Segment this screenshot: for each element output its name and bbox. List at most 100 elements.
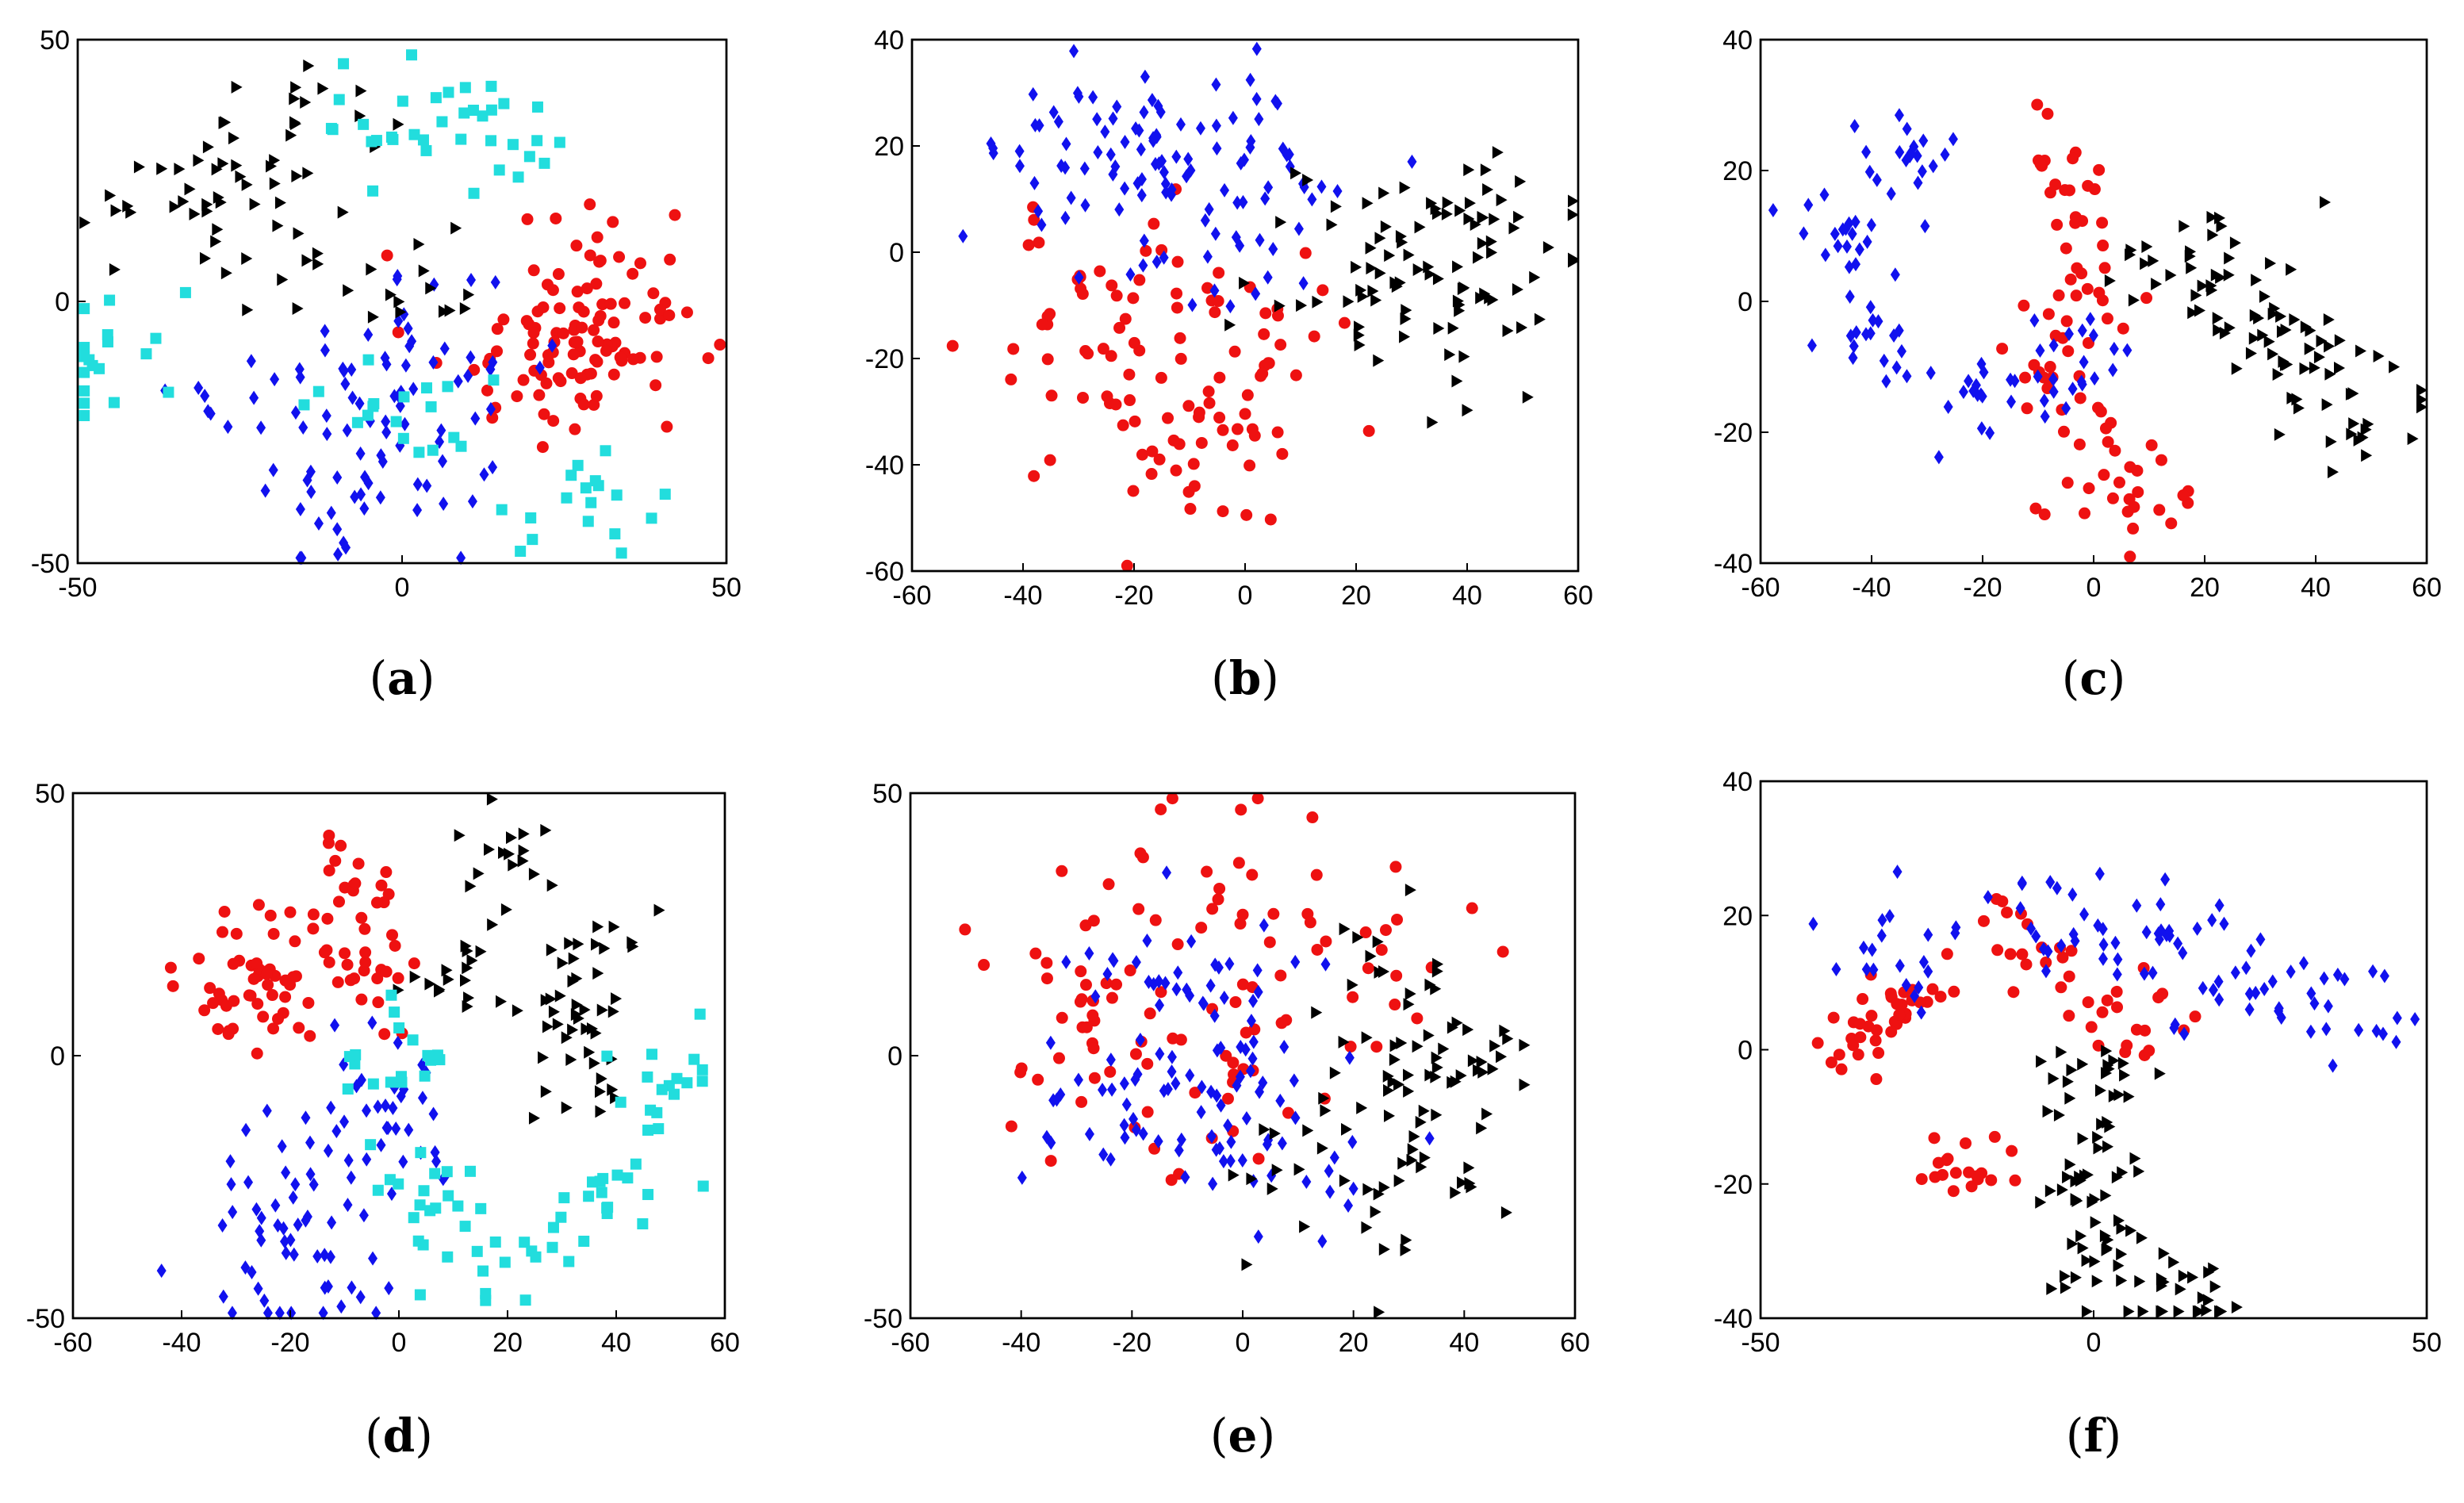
point-class-cyan [507,139,519,151]
point-class-red [382,888,395,900]
point-class-blue [327,1215,337,1230]
point-class-blue [1129,1111,1139,1126]
point-class-cyan [430,92,442,104]
point-class-black [592,967,604,980]
point-class-blue [1872,172,1882,187]
point-class-blue [268,462,278,477]
point-class-black [2060,1270,2071,1283]
point-class-red [1857,993,1869,1006]
point-class-black [2125,248,2136,262]
point-class-blue [333,546,343,562]
point-class-red [1195,922,1208,934]
point-class-black [418,264,430,278]
point-class-black [220,116,232,129]
point-class-blue [1865,300,1876,315]
point-class-cyan [351,416,363,428]
point-class-cyan [385,1076,397,1088]
point-class-red [1105,350,1117,362]
point-class-cyan [527,534,538,546]
point-class-blue [320,324,330,339]
point-class-red [2073,438,2086,451]
point-class-blue [1206,1084,1217,1099]
point-class-blue [1943,399,1953,414]
point-class-red [1182,400,1195,412]
point-class-black [337,205,349,219]
point-class-red [2082,996,2094,1009]
point-class-black [2309,361,2320,374]
point-class-blue [343,1153,354,1168]
point-class-black [465,880,477,893]
point-class-black [1427,416,1439,429]
point-class-black [2035,1195,2047,1209]
point-class-black [193,154,205,167]
point-class-red [1928,1132,1941,1145]
point-class-blue [470,411,481,426]
point-class-cyan [422,1049,434,1061]
point-class-black [1347,978,1358,991]
scatter-points [1808,865,2420,1318]
point-class-blue [1171,1075,1181,1091]
point-class-red [1853,1018,1866,1030]
point-class-blue [228,1205,238,1220]
point-class-red [1074,995,1086,1008]
point-class-blue [1808,916,1818,931]
x-tick-label: 0 [2087,573,2102,603]
point-class-black [1430,202,1442,216]
point-class-cyan [611,1169,623,1181]
point-class-black [2203,1265,2215,1279]
point-class-red [1262,357,1274,370]
point-class-blue [1139,105,1149,120]
point-class-blue [1119,1076,1129,1091]
point-class-blue [1136,188,1147,203]
point-class-blue [1347,1134,1358,1149]
point-class-black [460,939,472,953]
point-class-cyan [79,342,90,354]
point-class-blue [2391,1034,2401,1049]
point-class-blue [2309,996,2320,1011]
point-class-black [1463,1161,1475,1175]
point-class-black [343,284,354,297]
point-class-red [378,1028,391,1041]
point-class-black [2154,1067,2166,1080]
y-tick-label: -40 [1714,549,1753,579]
y-tick-label: 50 [35,779,65,809]
point-class-blue [1033,204,1044,219]
point-class-black [508,858,519,872]
point-class-red [212,1022,224,1035]
point-class-black [1329,1066,1341,1079]
point-class-black [395,305,407,319]
point-class-black [1477,211,1489,224]
point-class-black [1367,285,1379,298]
point-class-black [1489,213,1500,226]
point-class-black [1384,249,1396,263]
point-class-red [193,953,205,965]
point-class-blue [1317,1234,1328,1249]
point-class-blue [1830,226,1840,241]
point-class-red [1276,447,1289,460]
point-class-blue [1964,374,1974,389]
point-class-blue [1014,159,1025,174]
panel-caption: (f) [2066,1409,2121,1463]
point-class-black [1406,1153,1418,1167]
point-class-cyan [488,374,500,386]
x-tick-label: -50 [58,573,97,603]
point-class-black [272,219,284,232]
point-class-red [2060,242,2072,255]
point-class-black [546,943,558,957]
point-class-blue [2368,964,2378,979]
y-tick-label: -50 [31,549,70,579]
point-class-red [1235,803,1247,816]
point-class-red [335,839,347,852]
point-class-blue [262,1306,273,1321]
point-class-black [2267,347,2279,361]
point-class-red [267,1022,280,1035]
point-class-blue [1167,1049,1177,1064]
point-class-blue [1160,176,1171,191]
point-class-red [164,961,177,974]
y-tick-label: -50 [864,1304,902,1334]
point-class-blue [490,274,500,289]
point-class-black [1454,204,1466,217]
point-class-black [1316,1141,1328,1155]
point-class-red [323,956,335,968]
